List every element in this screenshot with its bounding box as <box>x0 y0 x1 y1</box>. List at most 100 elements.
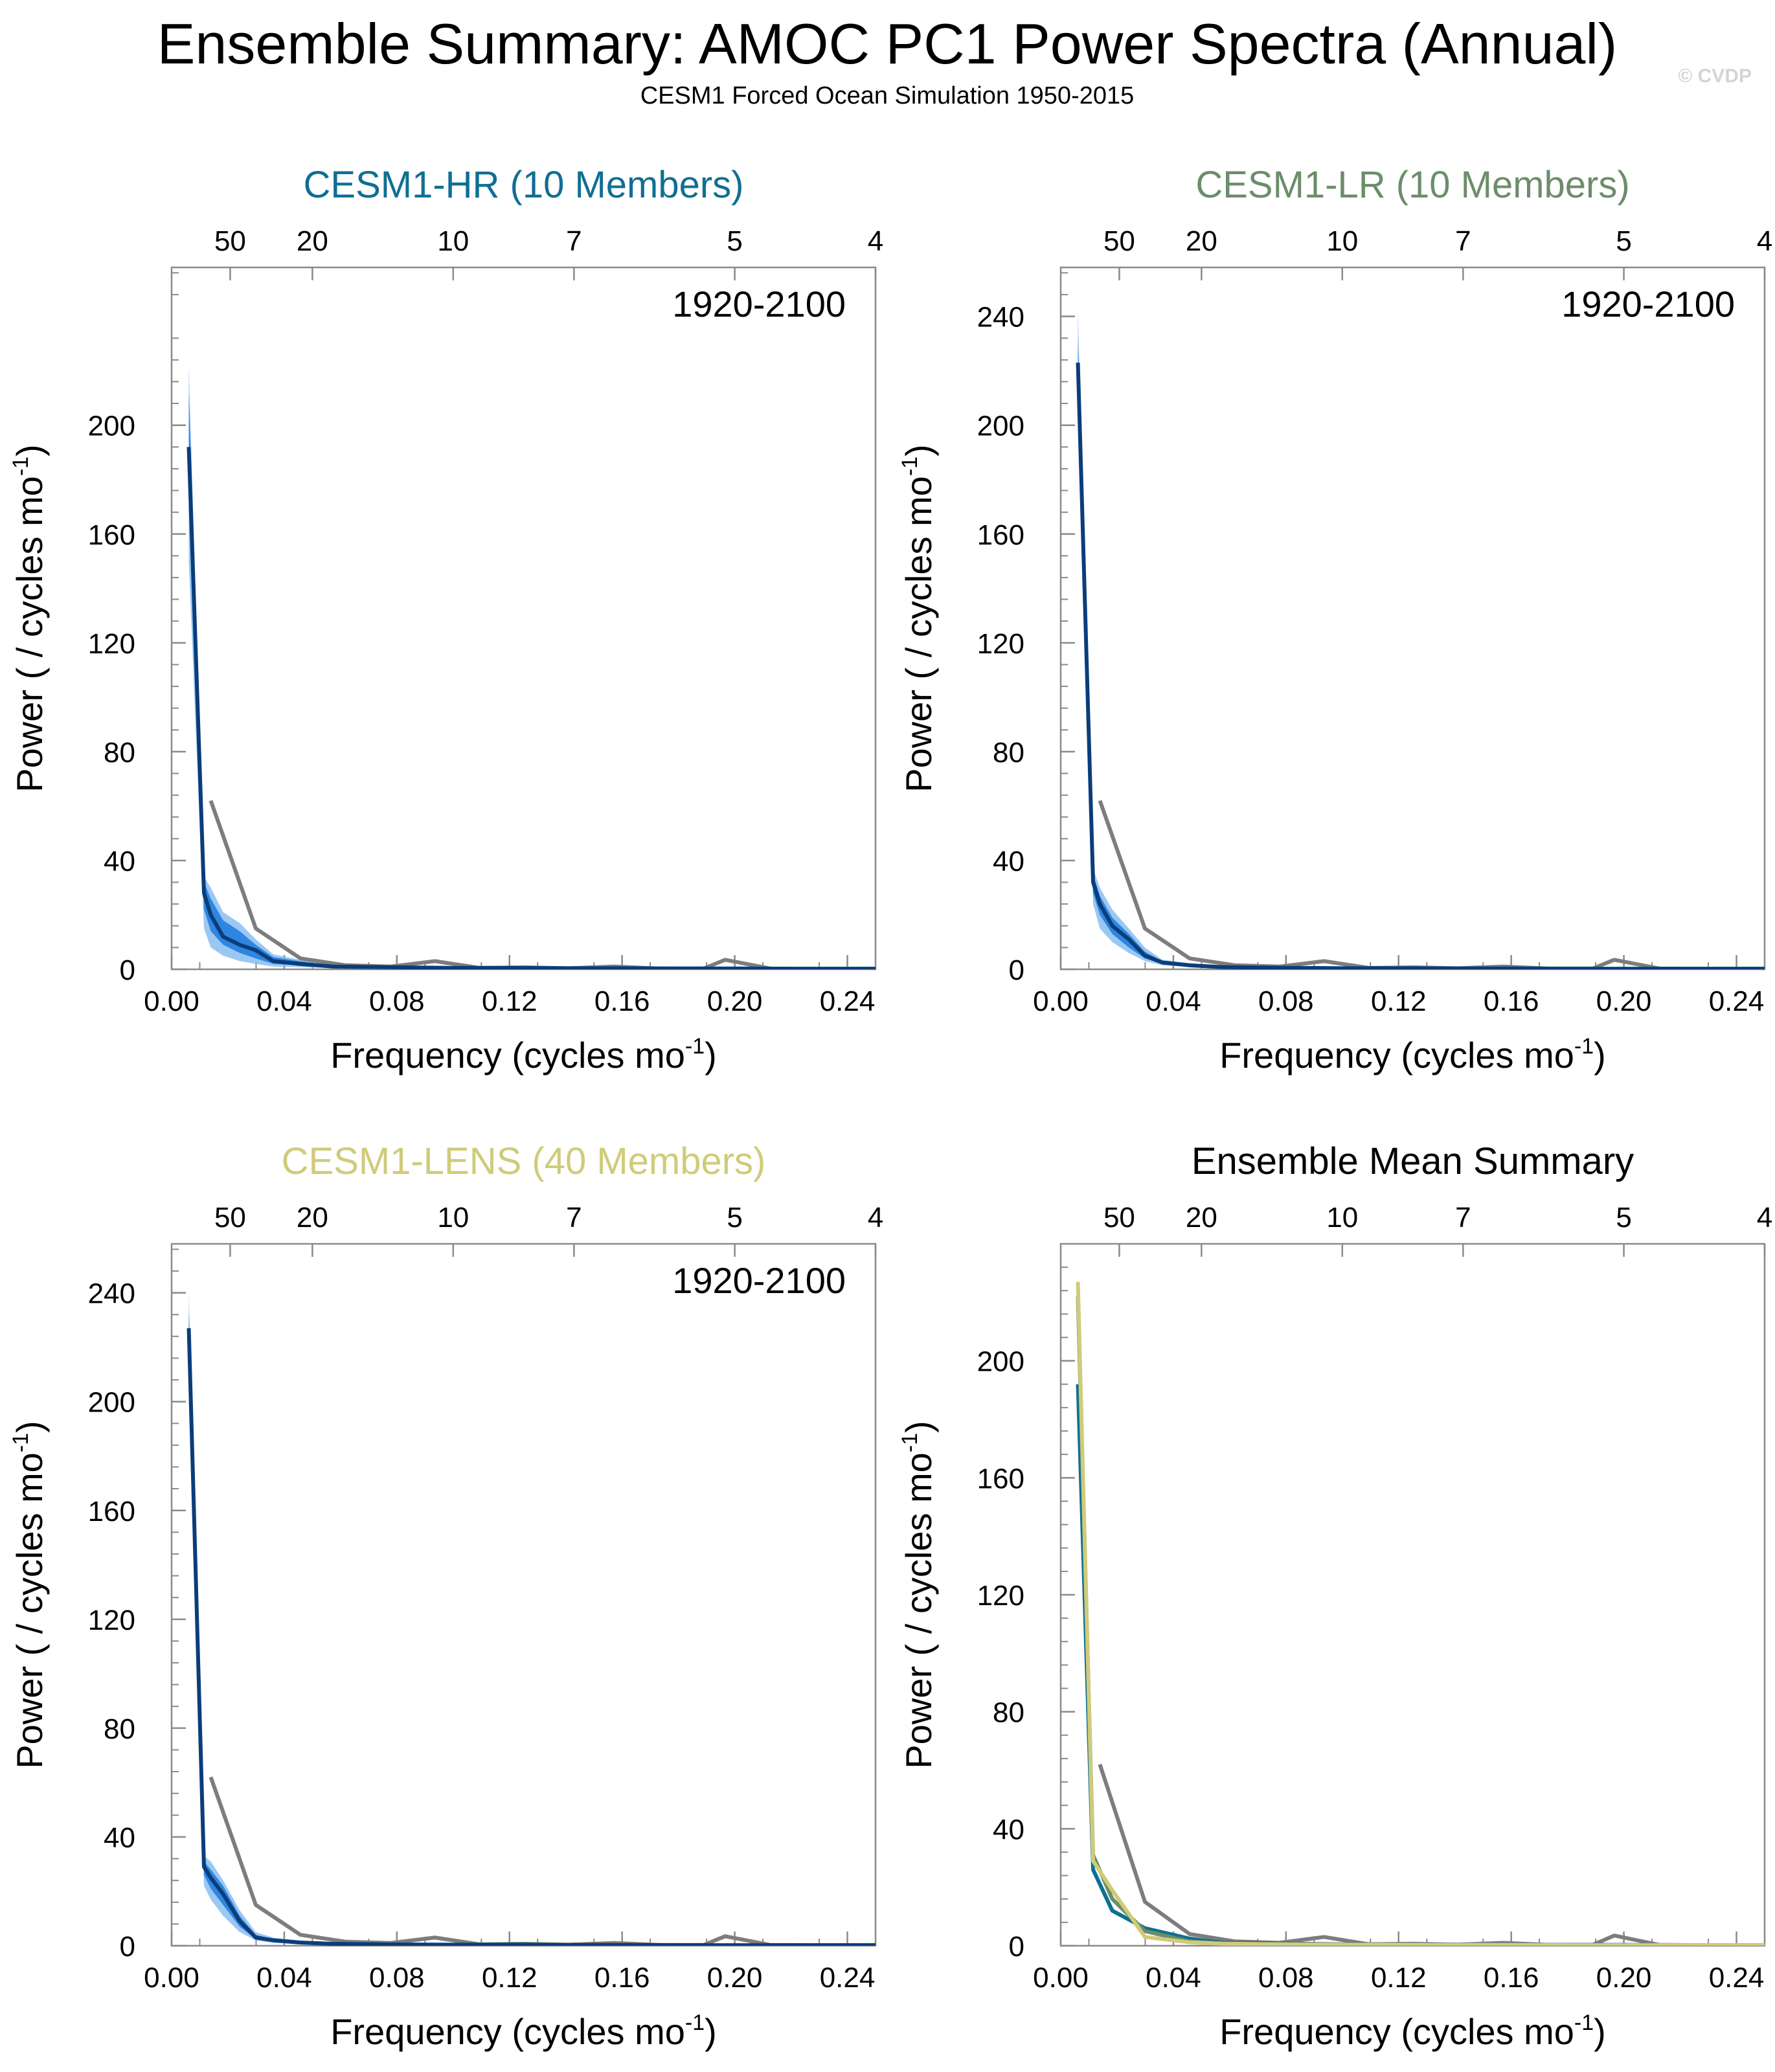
figure-title: Ensemble Summary: AMOC PC1 Power Spectra… <box>157 12 1618 76</box>
y-tick-label: 80 <box>993 737 1024 769</box>
ensemble-interquartile-band <box>188 392 876 969</box>
x-axis-label-close: ) <box>705 1035 717 1075</box>
ensemble-range-band <box>188 1292 876 1946</box>
x-tick-label: 0.04 <box>256 985 312 1017</box>
top-tick-label: 20 <box>297 225 328 257</box>
y-tick-label: 40 <box>993 1814 1024 1845</box>
y-tick-label: 0 <box>1009 1931 1024 1963</box>
top-tick-label: 50 <box>214 1202 246 1233</box>
x-axis-label-close: ) <box>1594 2011 1606 2052</box>
x-tick-label: 0.04 <box>1146 985 1201 1017</box>
x-axis-label: Frequency (cycles mo-1) <box>1219 1034 1606 1075</box>
panel-lens: CESM1-LENS (40 Members) 0.00 0.04 0.08 0.12 0… <box>8 1140 883 2052</box>
plot-area <box>1076 1281 1765 1946</box>
ensemble-range-band <box>188 365 876 969</box>
x-tick-label: 0.00 <box>1033 1962 1089 1994</box>
x-axis-label-close: ) <box>1594 1035 1606 1075</box>
x-tick-label: 0.20 <box>707 1962 763 1994</box>
x-axis-label: Frequency (cycles mo-1) <box>330 2010 717 2052</box>
plot-frame <box>170 1243 877 1947</box>
y-axis-label-close: ) <box>898 444 939 456</box>
y-tick-label: 160 <box>977 1463 1024 1494</box>
y-axis-label: Power ( / cycles mo-1) <box>8 1421 50 1768</box>
panel-mean: Ensemble Mean Summary 0.00 0.04 0.08 0.12 0.1… <box>898 1140 1772 2052</box>
top-tick-label: 10 <box>437 1202 469 1233</box>
x-tick-label: 0.08 <box>1258 985 1314 1017</box>
x-axis-label-main: Frequency (cycles mo <box>1219 2011 1574 2052</box>
y-tick-label: 120 <box>88 1605 135 1636</box>
period-label: 1920-2100 <box>672 1260 846 1301</box>
y-axis-label-close: ) <box>898 1421 939 1433</box>
x-axis-label: Frequency (cycles mo-1) <box>1219 2010 1606 2052</box>
y-tick-label: 40 <box>104 846 135 877</box>
top-tick-label: 4 <box>1757 1202 1772 1233</box>
y-tick-label: 160 <box>88 519 135 551</box>
series-line-cesm1-lens <box>1076 1281 1765 1946</box>
plot-frame <box>1059 1243 1766 1947</box>
top-tick-label: 4 <box>868 225 883 257</box>
plot-area <box>187 365 876 969</box>
y-axis-label-sup: -1 <box>8 1433 33 1452</box>
y-tick-label: 240 <box>88 1278 135 1310</box>
top-tick-label: 20 <box>1186 1202 1217 1233</box>
top-tick-label: 5 <box>1616 225 1631 257</box>
x-tick-label: 0.24 <box>820 985 876 1017</box>
observations-line <box>1098 1764 1765 1946</box>
panels: CESM1-HR (10 Members) 0.00 0.04 0.08 0.12 0.1… <box>8 164 1772 2052</box>
x-tick-label: 0.24 <box>1709 1962 1765 1994</box>
y-tick-label: 200 <box>88 1387 135 1419</box>
x-tick-label: 0.08 <box>1258 1962 1314 1994</box>
y-tick-label: 200 <box>88 411 135 442</box>
y-axis-label-sup: -1 <box>898 1433 922 1452</box>
y-tick-label: 120 <box>977 1580 1024 1612</box>
panel-title: Ensemble Mean Summary <box>1192 1140 1634 1182</box>
x-tick-label: 0.12 <box>482 1962 537 1994</box>
plot-frame <box>1059 266 1766 971</box>
top-tick-label: 10 <box>1326 225 1358 257</box>
y-axis-label: Power ( / cycles mo-1) <box>8 444 50 792</box>
top-tick-label: 20 <box>1186 225 1217 257</box>
panel-title: CESM1-LENS (40 Members) <box>282 1140 766 1182</box>
y-tick-label: 0 <box>1009 954 1024 986</box>
top-tick-label: 5 <box>727 1202 742 1233</box>
y-axis-label-main: Power ( / cycles mo <box>9 476 50 793</box>
panel-lr: CESM1-LR (10 Members) 0.00 0.04 0.08 0.12 0.1… <box>898 164 1772 1075</box>
top-tick-label: 10 <box>437 225 469 257</box>
y-tick-label: 40 <box>993 846 1024 877</box>
x-axis-label-main: Frequency (cycles mo <box>330 2011 685 2052</box>
x-tick-label: 0.16 <box>594 985 650 1017</box>
top-tick-label: 50 <box>1103 1202 1135 1233</box>
x-axis-label: Frequency (cycles mo-1) <box>330 1034 717 1075</box>
x-tick-label: 0.04 <box>256 1962 312 1994</box>
series-line-cesm1-hr <box>1076 1384 1765 1946</box>
watermark: © CVDP <box>1678 65 1752 87</box>
y-axis-label: Power ( / cycles mo-1) <box>898 444 939 792</box>
y-tick-label: 0 <box>120 1931 135 1963</box>
ensemble-mean-line <box>1076 362 1765 969</box>
x-tick-label: 0.00 <box>144 985 199 1017</box>
x-tick-label: 0.00 <box>144 1962 199 1994</box>
x-tick-label: 0.20 <box>707 985 763 1017</box>
y-axis-label-close: ) <box>9 1421 50 1433</box>
x-tick-label: 0.08 <box>369 985 425 1017</box>
ensemble-mean-line <box>187 447 876 969</box>
y-tick-label: 120 <box>88 628 135 660</box>
x-tick-label: 0.16 <box>1484 985 1539 1017</box>
panel-title: CESM1-HR (10 Members) <box>304 164 744 206</box>
ensemble-range-band <box>1078 311 1765 969</box>
x-axis-label-main: Frequency (cycles mo <box>1219 1035 1574 1075</box>
y-axis-label-close: ) <box>9 444 50 456</box>
x-axis-label-sup: -1 <box>685 1034 705 1059</box>
top-tick-label: 7 <box>566 225 582 257</box>
y-tick-label: 200 <box>977 1346 1024 1378</box>
period-label: 1920-2100 <box>672 284 846 324</box>
x-tick-label: 0.24 <box>1709 985 1765 1017</box>
y-axis-label: Power ( / cycles mo-1) <box>898 1421 939 1768</box>
period-label: 1920-2100 <box>1561 284 1735 324</box>
top-tick-label: 7 <box>1455 225 1471 257</box>
x-axis-label-sup: -1 <box>685 2010 705 2035</box>
x-axis-label-close: ) <box>705 2011 717 2052</box>
top-tick-label: 5 <box>727 225 742 257</box>
x-tick-label: 0.16 <box>1484 1962 1539 1994</box>
x-tick-label: 0.12 <box>1371 1962 1427 1994</box>
